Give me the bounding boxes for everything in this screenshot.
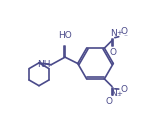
Text: O: O <box>121 85 128 94</box>
Text: ⁻: ⁻ <box>116 92 120 101</box>
Text: N: N <box>110 29 117 38</box>
Text: +: + <box>116 91 122 97</box>
Text: O: O <box>121 27 128 36</box>
Text: N: N <box>110 89 117 98</box>
Text: O: O <box>110 49 117 58</box>
Text: +: + <box>116 30 122 36</box>
Text: ⁻: ⁻ <box>124 33 128 42</box>
Text: NH: NH <box>37 60 50 69</box>
Text: HO: HO <box>58 31 72 40</box>
Text: O: O <box>105 97 112 106</box>
